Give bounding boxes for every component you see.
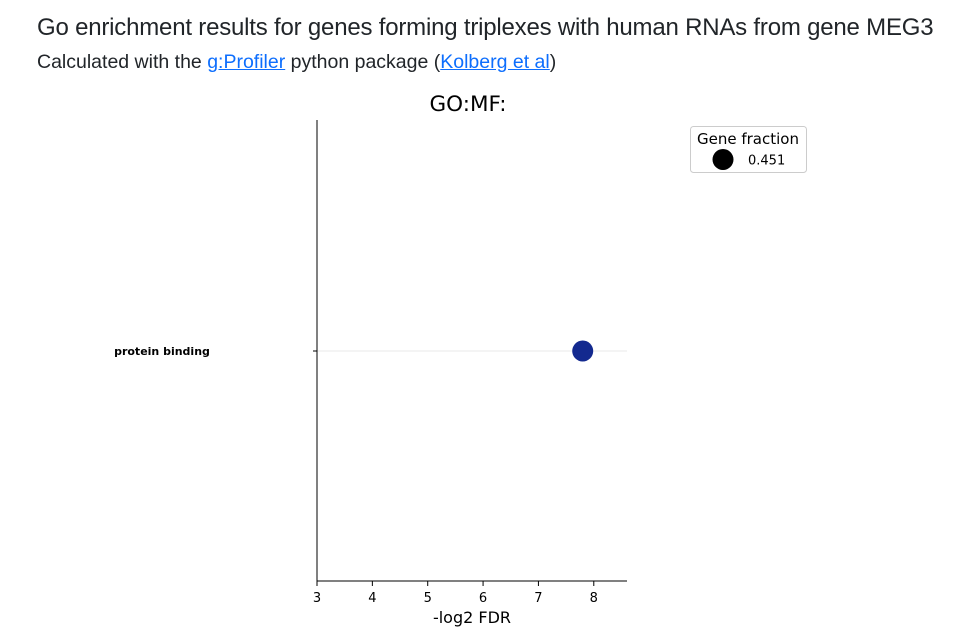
gprofiler-link[interactable]: g:Profiler	[207, 51, 286, 73]
subtitle-suffix: )	[549, 51, 557, 73]
x-tick-label: 4	[368, 591, 376, 606]
x-tick-label: 6	[479, 591, 487, 606]
page-title: Go enrichment results for genes forming …	[37, 14, 934, 41]
chart-title: GO:MF:	[430, 92, 507, 117]
points	[572, 340, 594, 362]
x-ticks: 3 4 5 6 7 8	[313, 581, 598, 606]
y-ticks: protein binding	[114, 345, 317, 358]
x-tick-label: 3	[313, 591, 321, 606]
page-subtitle: Calculated with the g:Profiler python pa…	[37, 51, 556, 74]
data-point	[572, 340, 594, 362]
y-tick-label: protein binding	[114, 345, 210, 358]
legend: Gene fraction 0.451	[690, 126, 807, 173]
x-axis-label: -log2 FDR	[433, 608, 511, 627]
x-tick-label: 8	[590, 591, 598, 606]
x-tick-label: 7	[534, 591, 542, 606]
legend-title: Gene fraction	[697, 130, 799, 148]
subtitle-middle: python package (	[285, 51, 441, 73]
legend-marker	[712, 149, 734, 170]
legend-entry-label: 0.451	[748, 154, 785, 169]
subtitle-prefix: Calculated with the	[37, 51, 208, 73]
x-tick-label: 5	[424, 591, 432, 606]
kolberg-et-al-link[interactable]: Kolberg et al	[440, 51, 550, 73]
